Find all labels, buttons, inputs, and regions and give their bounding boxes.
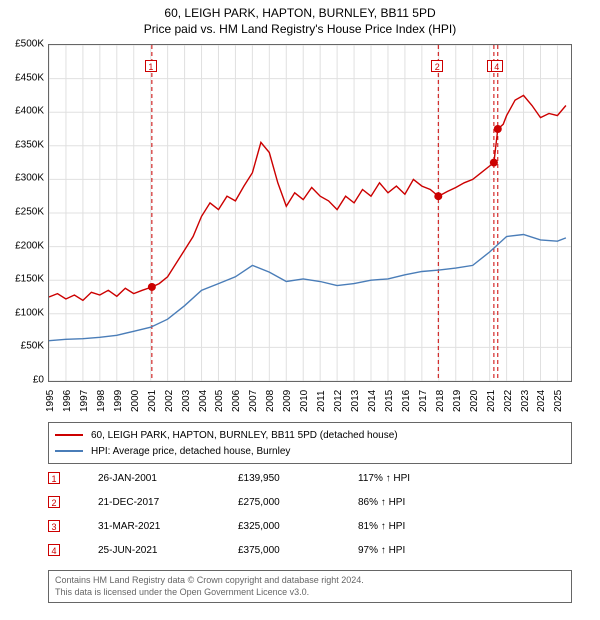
legend: 60, LEIGH PARK, HAPTON, BURNLEY, BB11 5P… xyxy=(48,422,572,464)
legend-label: 60, LEIGH PARK, HAPTON, BURNLEY, BB11 5P… xyxy=(91,430,398,441)
sale-price: £325,000 xyxy=(238,521,358,532)
chart-svg xyxy=(49,45,571,381)
container: 60, LEIGH PARK, HAPTON, BURNLEY, BB11 5P… xyxy=(0,0,600,620)
chart-title: 60, LEIGH PARK, HAPTON, BURNLEY, BB11 5P… xyxy=(0,0,600,37)
y-tick-label: £450K xyxy=(15,72,44,83)
x-tick-label: 2009 xyxy=(282,390,293,412)
table-row: 2 21-DEC-2017£275,00086% ↑ HPI xyxy=(48,490,572,514)
x-tick-label: 2000 xyxy=(130,390,141,412)
x-tick-label: 2014 xyxy=(367,390,378,412)
x-tick-label: 1995 xyxy=(45,390,56,412)
legend-row: HPI: Average price, detached house, Burn… xyxy=(55,443,565,459)
x-tick-label: 1998 xyxy=(96,390,107,412)
sale-date: 31-MAR-2021 xyxy=(98,521,238,532)
sale-pct: 81% ↑ HPI xyxy=(358,521,478,532)
x-tick-label: 2004 xyxy=(198,390,209,412)
x-tick-label: 2007 xyxy=(248,390,259,412)
footer-line1: Contains HM Land Registry data © Crown c… xyxy=(55,575,565,587)
y-tick-label: £250K xyxy=(15,207,44,218)
x-tick-label: 2024 xyxy=(536,390,547,412)
sale-price: £375,000 xyxy=(238,545,358,556)
table-marker: 4 xyxy=(48,544,60,556)
table-marker: 3 xyxy=(48,520,60,532)
table-row: 3 31-MAR-2021£325,00081% ↑ HPI xyxy=(48,514,572,538)
x-tick-label: 2011 xyxy=(316,390,327,412)
sale-marker-box: 4 xyxy=(491,60,503,72)
y-tick-label: £0 xyxy=(33,375,44,386)
chart-area xyxy=(48,44,572,382)
sale-marker-box: 2 xyxy=(431,60,443,72)
x-tick-label: 2008 xyxy=(265,390,276,412)
x-tick-label: 2025 xyxy=(553,390,564,412)
x-tick-label: 1997 xyxy=(79,390,90,412)
y-tick-label: £50K xyxy=(21,341,44,352)
y-tick-label: £100K xyxy=(15,307,44,318)
x-tick-label: 2017 xyxy=(418,390,429,412)
sales-table: 1 26-JAN-2001£139,950117% ↑ HPI 2 21-DEC-20… xyxy=(48,466,572,562)
y-tick-label: £300K xyxy=(15,173,44,184)
legend-swatch xyxy=(55,450,83,452)
x-tick-label: 2010 xyxy=(299,390,310,412)
sale-date: 26-JAN-2001 xyxy=(98,473,238,484)
x-tick-label: 2012 xyxy=(333,390,344,412)
table-row: 1 26-JAN-2001£139,950117% ↑ HPI xyxy=(48,466,572,490)
x-tick-label: 2015 xyxy=(384,390,395,412)
sale-marker-box: 1 xyxy=(145,60,157,72)
y-tick-label: £500K xyxy=(15,39,44,50)
legend-label: HPI: Average price, detached house, Burn… xyxy=(91,446,290,457)
legend-row: 60, LEIGH PARK, HAPTON, BURNLEY, BB11 5P… xyxy=(55,427,565,443)
sale-pct: 86% ↑ HPI xyxy=(358,497,478,508)
sale-date: 25-JUN-2021 xyxy=(98,545,238,556)
table-marker: 1 xyxy=(48,472,60,484)
x-tick-label: 2006 xyxy=(231,390,242,412)
y-tick-label: £200K xyxy=(15,240,44,251)
table-marker: 2 xyxy=(48,496,60,508)
x-tick-label: 2018 xyxy=(435,390,446,412)
footer: Contains HM Land Registry data © Crown c… xyxy=(48,570,572,603)
x-tick-label: 2016 xyxy=(401,390,412,412)
x-tick-label: 2002 xyxy=(164,390,175,412)
x-tick-label: 2019 xyxy=(452,390,463,412)
footer-line2: This data is licensed under the Open Gov… xyxy=(55,587,565,599)
sale-price: £139,950 xyxy=(238,473,358,484)
x-tick-label: 1999 xyxy=(113,390,124,412)
sale-price: £275,000 xyxy=(238,497,358,508)
x-tick-label: 2013 xyxy=(350,390,361,412)
legend-swatch xyxy=(55,434,83,436)
x-tick-label: 2003 xyxy=(181,390,192,412)
table-row: 4 25-JUN-2021£375,00097% ↑ HPI xyxy=(48,538,572,562)
x-tick-label: 1996 xyxy=(62,390,73,412)
y-tick-label: £150K xyxy=(15,274,44,285)
x-tick-label: 2021 xyxy=(486,390,497,412)
title-line1: 60, LEIGH PARK, HAPTON, BURNLEY, BB11 5P… xyxy=(0,6,600,22)
x-tick-label: 2005 xyxy=(214,390,225,412)
y-tick-label: £350K xyxy=(15,139,44,150)
x-tick-label: 2001 xyxy=(147,390,158,412)
sale-pct: 117% ↑ HPI xyxy=(358,473,478,484)
sale-date: 21-DEC-2017 xyxy=(98,497,238,508)
sale-pct: 97% ↑ HPI xyxy=(358,545,478,556)
title-line2: Price paid vs. HM Land Registry's House … xyxy=(0,22,600,38)
x-tick-label: 2023 xyxy=(520,390,531,412)
x-tick-label: 2022 xyxy=(503,390,514,412)
y-tick-label: £400K xyxy=(15,106,44,117)
x-tick-label: 2020 xyxy=(469,390,480,412)
